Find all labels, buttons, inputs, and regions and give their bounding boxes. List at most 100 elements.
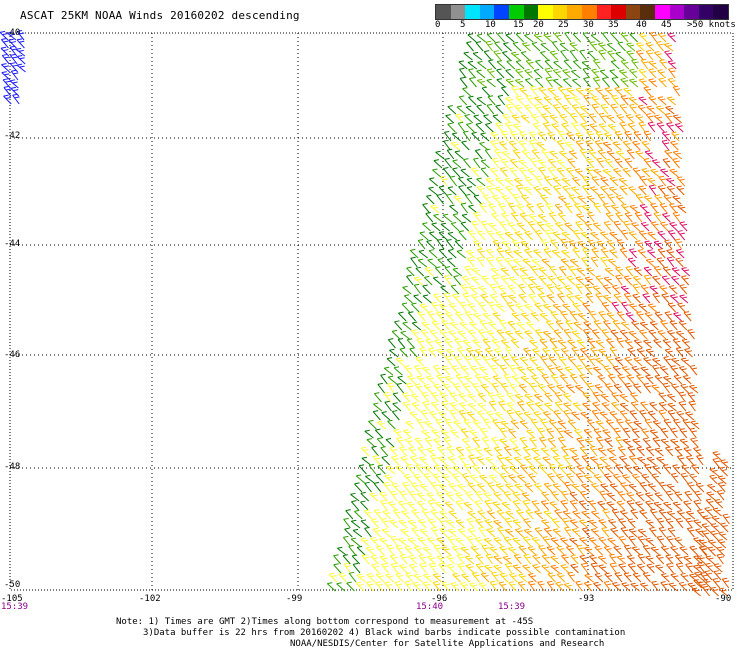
wind-barb-flag — [505, 96, 511, 99]
wind-barb-flag — [605, 383, 611, 386]
wind-barb-flag — [607, 50, 613, 53]
wind-barb — [672, 151, 683, 160]
wind-barb — [480, 133, 490, 142]
wind-barb-flag — [564, 179, 570, 182]
wind-barb — [542, 106, 552, 115]
wind-barb-flag — [479, 80, 485, 83]
wind-barb-flag — [525, 260, 531, 263]
wind-barb — [675, 519, 684, 529]
wind-barb-flag — [501, 143, 507, 146]
wind-barb — [449, 403, 459, 412]
wind-barb — [595, 421, 605, 430]
wind-barb-flag — [654, 311, 661, 314]
wind-barb-flag — [606, 239, 613, 242]
wind-barb-flag — [366, 546, 372, 549]
wind-barb-flag — [498, 400, 504, 403]
wind-barb-flag — [543, 303, 549, 306]
wind-barb — [393, 367, 403, 376]
wind-barb-flag — [573, 59, 579, 62]
wind-barb-flag — [486, 248, 492, 251]
wind-barb — [666, 123, 675, 133]
wind-barb — [584, 285, 593, 295]
wind-barb — [661, 132, 670, 142]
wind-barb — [645, 556, 655, 565]
wind-barb — [667, 61, 677, 70]
wind-barb-flag — [639, 350, 645, 353]
wind-barb-flag — [683, 311, 690, 314]
wind-barb-flag — [497, 32, 503, 35]
wind-barb-flag — [525, 556, 531, 559]
wind-barb — [643, 87, 652, 97]
wind-barb — [468, 78, 477, 88]
wind-barb — [449, 322, 460, 331]
wind-barb-flag — [439, 494, 445, 497]
wind-barb-flag — [402, 481, 408, 484]
wind-barb-flag — [679, 457, 685, 460]
wind-barb-flag — [609, 186, 615, 189]
wind-barb-flag — [666, 197, 672, 200]
wind-barb-flag — [501, 382, 507, 385]
wind-barb — [585, 89, 595, 97]
wind-barb-flag — [449, 402, 455, 405]
wind-barb-flag — [569, 160, 575, 163]
wind-barb — [592, 223, 602, 232]
wind-barb — [364, 430, 374, 439]
wind-barb — [576, 268, 586, 277]
wind-barb-flag — [622, 438, 629, 441]
wind-barb-flag — [616, 418, 622, 421]
wind-barb — [638, 97, 648, 106]
wind-barb-flag — [620, 493, 626, 496]
wind-barb-flag — [660, 365, 666, 368]
wind-barb — [398, 312, 407, 322]
wind-barb-flag — [671, 383, 677, 386]
wind-barb-flag — [693, 519, 699, 522]
wind-barb-flag — [401, 448, 407, 451]
wind-barb — [487, 483, 496, 493]
wind-barb-flag — [651, 80, 657, 83]
wind-barb-flag — [568, 386, 574, 389]
wind-barb — [679, 222, 688, 232]
wind-barb-flag — [560, 341, 566, 344]
wind-barb-flag — [488, 392, 494, 395]
wind-barb-flag — [403, 530, 409, 533]
wind-barb — [584, 439, 594, 448]
wind-barb-flag — [392, 410, 398, 413]
wind-barb — [667, 33, 677, 43]
wind-barb-flag — [630, 125, 636, 128]
wind-barb — [519, 421, 529, 430]
wind-barb-flag — [641, 512, 647, 515]
wind-barb-flag — [587, 367, 593, 370]
wind-barb — [418, 520, 427, 529]
wind-barb — [600, 484, 610, 493]
wind-barb-flag — [660, 35, 666, 38]
wind-barb-flag — [388, 467, 395, 470]
wind-barb-flag — [656, 196, 663, 199]
wind-barb-flag — [572, 521, 578, 524]
wind-barb — [365, 475, 375, 484]
wind-barb-flag — [451, 284, 457, 287]
wind-barb — [445, 356, 453, 367]
wind-barb-flag — [420, 539, 426, 542]
wind-barb-flag — [535, 77, 541, 80]
wind-barb-flag — [665, 518, 672, 521]
wind-barb-flag — [430, 509, 436, 512]
wind-barb-flag — [628, 52, 634, 55]
wind-barb — [632, 439, 642, 448]
wind-barb-flag — [496, 566, 502, 569]
wind-barb-flag — [564, 526, 570, 529]
wind-barb-flag — [457, 528, 464, 531]
wind-barb-flag — [601, 329, 607, 332]
wind-barb-flag — [641, 484, 648, 487]
wind-barb-flag — [546, 529, 552, 532]
wind-barb — [447, 123, 456, 133]
wind-barb-flag — [629, 557, 635, 560]
wind-barb-flag — [429, 231, 435, 234]
wind-barb-flag — [562, 539, 568, 542]
wind-barb-flag — [643, 476, 650, 479]
wind-barb-flag — [675, 257, 681, 260]
wind-barb-flag — [409, 563, 415, 566]
wind-barb-flag — [467, 493, 474, 496]
wind-barb — [442, 214, 453, 223]
wind-barb — [477, 403, 487, 412]
wind-barb-flag — [683, 277, 689, 280]
